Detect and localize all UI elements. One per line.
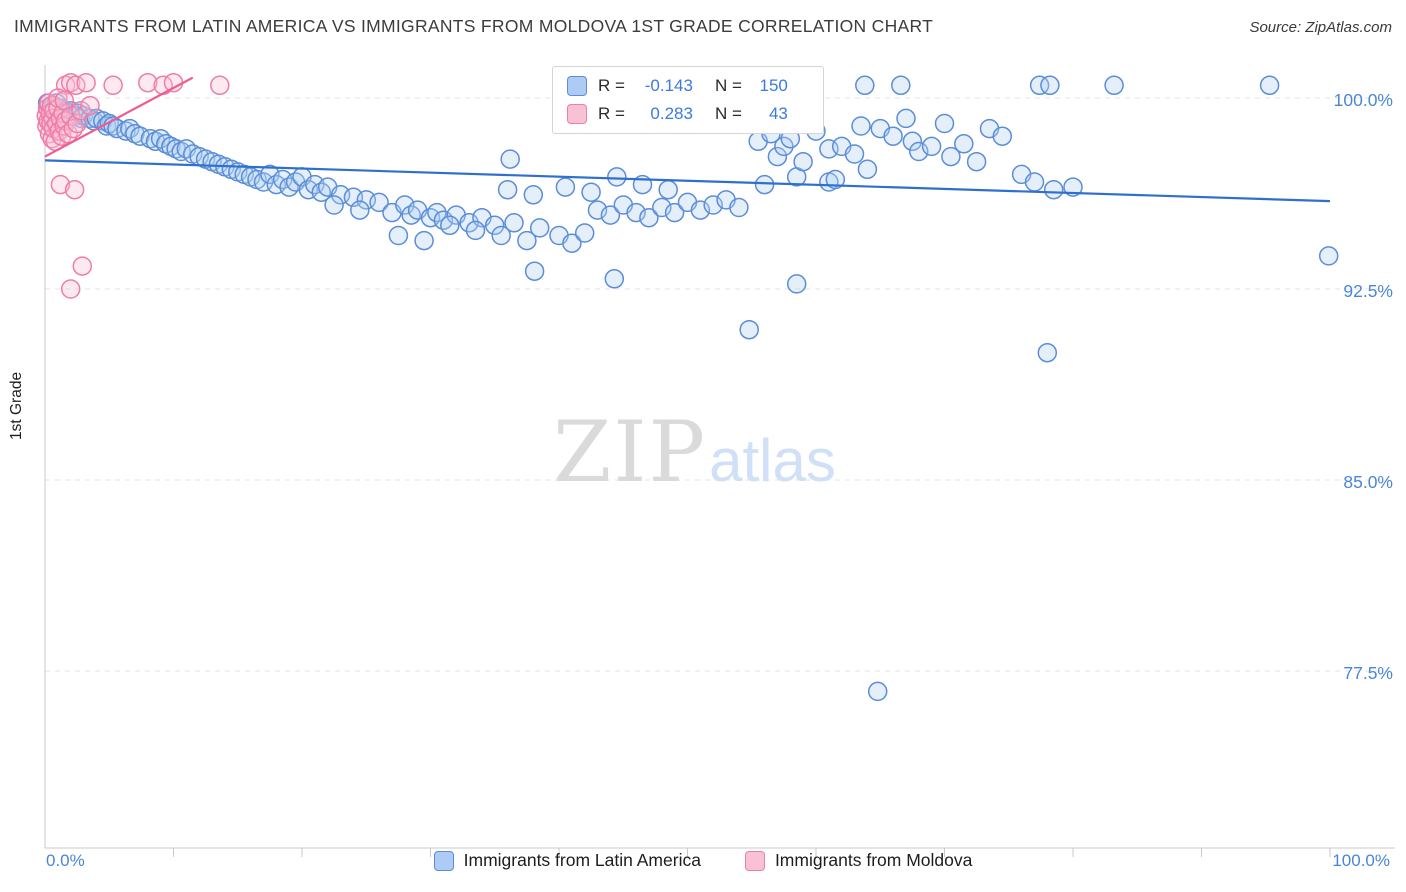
svg-text:92.5%: 92.5% [1343, 281, 1393, 301]
bottom-legend: Immigrants from Latin America Immigrants… [0, 850, 1406, 871]
n-label: N = [714, 76, 742, 95]
r-label: R = [598, 76, 625, 95]
correlation-legend: R = -0.143 N = 150 R = 0.283 N = 43 [552, 66, 824, 134]
n-value: 43 [768, 104, 788, 123]
r-value: -0.143 [644, 76, 693, 95]
legend-item-moldova: Immigrants from Moldova [744, 850, 973, 871]
source-label: Source: ZipAtlas.com [1249, 19, 1392, 36]
r-label: R = [598, 104, 625, 123]
legend-item-label: Immigrants from Latin America [463, 850, 701, 870]
latin-america-swatch [433, 850, 454, 871]
svg-text:100.0%: 100.0% [1334, 90, 1393, 110]
legend-row-moldova: R = 0.283 N = 43 [567, 104, 809, 124]
svg-text:85.0%: 85.0% [1343, 472, 1393, 492]
x-axis-min-label: 0.0% [46, 851, 85, 870]
r-value: 0.283 [650, 104, 693, 123]
moldova-swatch [567, 104, 587, 124]
latin-america-swatch [567, 76, 587, 96]
x-axis-max-label: 100.0% [1332, 851, 1390, 870]
svg-text:77.5%: 77.5% [1343, 663, 1393, 683]
n-label: N = [714, 104, 742, 123]
legend-row-latin-america: R = -0.143 N = 150 [567, 76, 809, 96]
n-value: 150 [759, 76, 788, 95]
legend-item-label: Immigrants from Moldova [774, 850, 973, 870]
header: IMMIGRANTS FROM LATIN AMERICA VS IMMIGRA… [14, 16, 1392, 37]
page-title: IMMIGRANTS FROM LATIN AMERICA VS IMMIGRA… [14, 16, 934, 36]
legend-item-latin-america: Immigrants from Latin America [433, 850, 701, 871]
moldova-swatch [744, 850, 765, 871]
y-axis-label: 1st Grade [8, 371, 25, 440]
